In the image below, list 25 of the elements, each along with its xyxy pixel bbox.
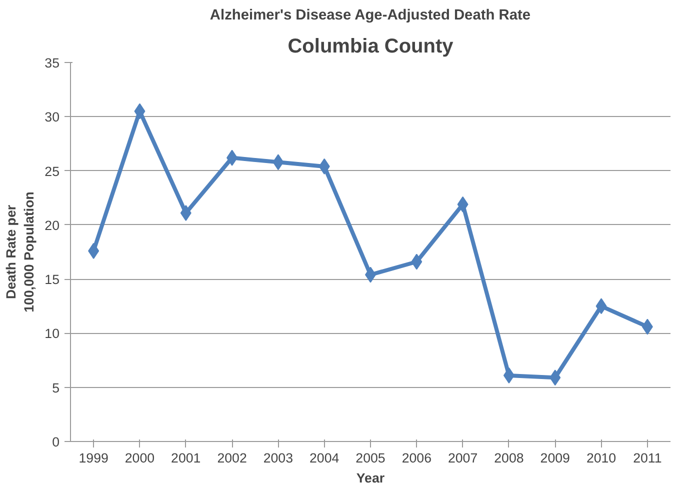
y-tick-label: 10 — [44, 326, 60, 342]
y-axis-title: Death Rate per 100,000 Population — [4, 192, 37, 312]
y-tick-label: 35 — [44, 56, 60, 70]
x-tick-label: 2002 — [217, 450, 247, 466]
x-tick-label: 2008 — [494, 450, 524, 466]
x-tick-label: 2010 — [586, 450, 616, 466]
x-tick-label: 2006 — [402, 450, 432, 466]
x-tick-label: 2004 — [310, 450, 340, 466]
y-tick-label: 15 — [44, 272, 60, 288]
x-tick-label: 2007 — [448, 450, 478, 466]
x-tick-label: 2001 — [171, 450, 201, 466]
y-tick-label: 30 — [44, 110, 60, 125]
x-tick-label: 2005 — [356, 450, 386, 466]
x-tick-label: 1999 — [78, 450, 108, 466]
x-tick-label: 2011 — [633, 450, 662, 466]
chart-subtitle: Columbia County — [288, 36, 454, 58]
x-tick-label: 2003 — [263, 450, 294, 466]
x-tick-label: 2009 — [540, 450, 570, 466]
x-axis-title: Year — [356, 470, 385, 486]
x-tick-label: 2000 — [124, 450, 155, 466]
chart-title: Alzheimer's Disease Age-Adjusted Death Rate — [210, 8, 531, 24]
y-tick-label: 0 — [52, 434, 60, 450]
y-tick-label: 25 — [44, 164, 60, 179]
y-tick-label: 20 — [44, 218, 60, 233]
y-tick-label: 5 — [52, 380, 60, 396]
